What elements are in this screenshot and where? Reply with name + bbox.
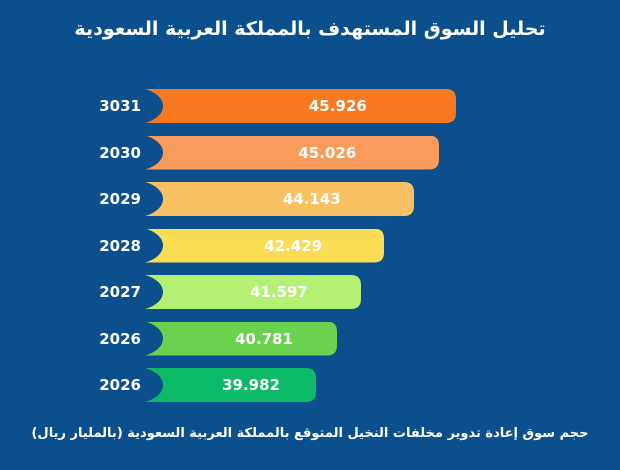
bar-value-label: 45.926 [308,97,367,115]
bar [145,136,439,170]
bar-year-label: 2028 [99,236,141,255]
bar-value-label: 41.597 [249,283,308,301]
bar [145,322,337,356]
bar [145,368,316,402]
bar-value-label: 39.982 [222,376,280,394]
bar-row: 3031 45.926 [0,89,620,123]
bar-year-label: 3031 [99,97,141,115]
bar-value-label: 42.429 [264,236,323,255]
bar-row: 2027 41.597 [0,275,620,309]
bar [145,229,384,263]
bar [145,182,414,216]
bar-row: 2029 44.143 [0,182,620,216]
bar-year-label: 2029 [99,190,141,208]
bar [145,89,456,123]
chart-title: تحليل السوق المستهدف بالمملكة العربية ال… [74,18,546,40]
bar-year-label: 2026 [99,329,141,348]
bar-row: 2030 45.026 [0,136,620,170]
bar-year-label: 2027 [99,283,141,301]
bar-year-label: 2026 [99,376,141,394]
funnel-bar-chart: 3031 45.926 2030 45.026 2029 44.143 2028 42.429… [0,89,620,409]
bar-value-label: 44.143 [282,190,341,208]
bar-row: 2026 40.781 [0,322,620,356]
bar-row: 2026 39.982 [0,368,620,402]
bar-value-label: 45.026 [298,143,357,162]
bar-year-label: 2030 [99,143,141,162]
chart-caption: حجم سوق إعادة تدوير مخلفات النخيل المتوق… [31,426,589,441]
bar [145,275,361,309]
bar-value-label: 40.781 [235,329,293,348]
bar-row: 2028 42.429 [0,229,620,263]
